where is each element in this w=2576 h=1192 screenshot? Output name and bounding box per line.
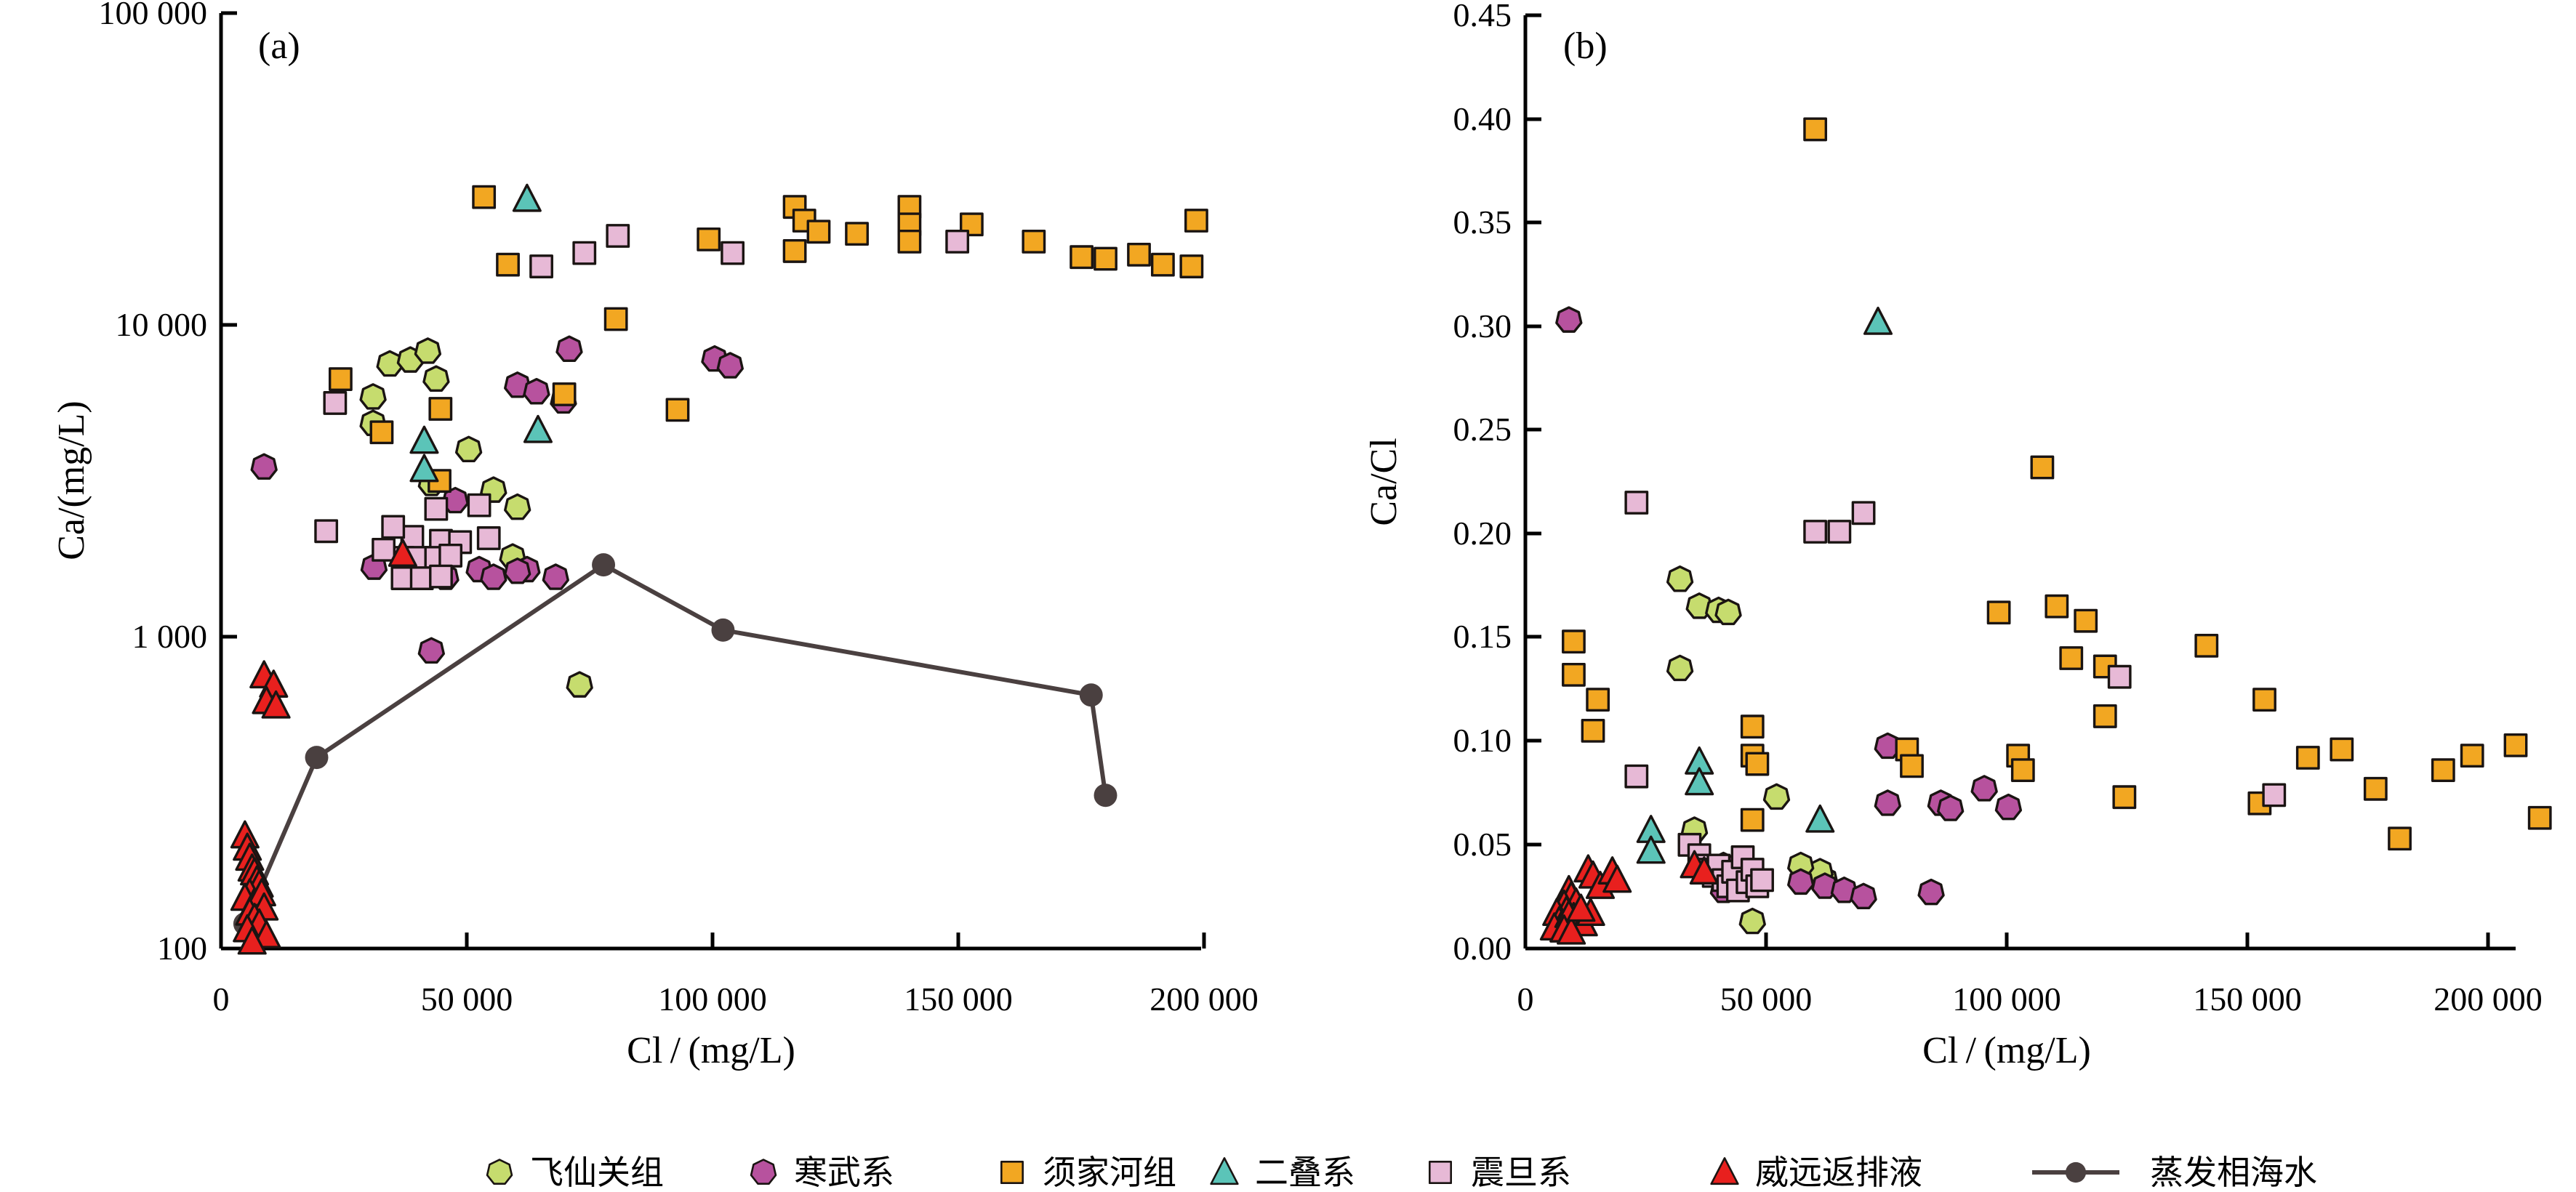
svg-text:0.40: 0.40 [1453,100,1512,137]
svg-text:100 000: 100 000 [99,0,208,31]
svg-text:Cl / (mg/L): Cl / (mg/L) [1922,1030,2091,1071]
svg-text:0.35: 0.35 [1453,204,1512,241]
svg-text:飞仙关组: 飞仙关组 [530,1154,664,1191]
svg-text:Ca/Cl: Ca/Cl [1363,438,1405,525]
svg-text:震旦系: 震旦系 [1471,1154,1571,1191]
svg-text:Ca/(mg/L): Ca/(mg/L) [51,400,92,560]
svg-text:0.10: 0.10 [1453,722,1512,759]
svg-text:(a): (a) [258,25,300,67]
svg-text:Cl / (mg/L): Cl / (mg/L) [627,1030,795,1071]
svg-text:0.05: 0.05 [1453,826,1512,863]
svg-text:0.15: 0.15 [1453,618,1512,655]
svg-text:0: 0 [213,980,230,1018]
svg-text:150 000: 150 000 [2193,980,2302,1018]
svg-text:0: 0 [1517,980,1534,1018]
svg-text:100: 100 [157,930,207,967]
svg-text:(b): (b) [1563,25,1608,67]
svg-text:二叠系: 二叠系 [1255,1154,1355,1191]
svg-text:50 000: 50 000 [1720,980,1813,1018]
svg-text:0.25: 0.25 [1453,411,1512,448]
svg-text:寒武系: 寒武系 [794,1154,894,1191]
svg-text:100 000: 100 000 [658,980,767,1018]
svg-text:10 000: 10 000 [116,306,208,343]
svg-text:0.00: 0.00 [1453,930,1512,967]
svg-text:1 000: 1 000 [132,618,208,655]
svg-text:威远返排液: 威远返排液 [1755,1154,1922,1191]
svg-text:200 000: 200 000 [1149,980,1259,1018]
svg-text:蒸发相海水: 蒸发相海水 [2150,1154,2317,1191]
svg-text:200 000: 200 000 [2433,980,2543,1018]
svg-text:150 000: 150 000 [904,980,1013,1018]
svg-text:50 000: 50 000 [421,980,513,1018]
svg-text:0.20: 0.20 [1453,515,1512,552]
svg-text:100 000: 100 000 [1952,980,2061,1018]
svg-text:0.30: 0.30 [1453,307,1512,345]
svg-text:须家河组: 须家河组 [1043,1154,1176,1191]
svg-text:0.45: 0.45 [1453,0,1512,33]
